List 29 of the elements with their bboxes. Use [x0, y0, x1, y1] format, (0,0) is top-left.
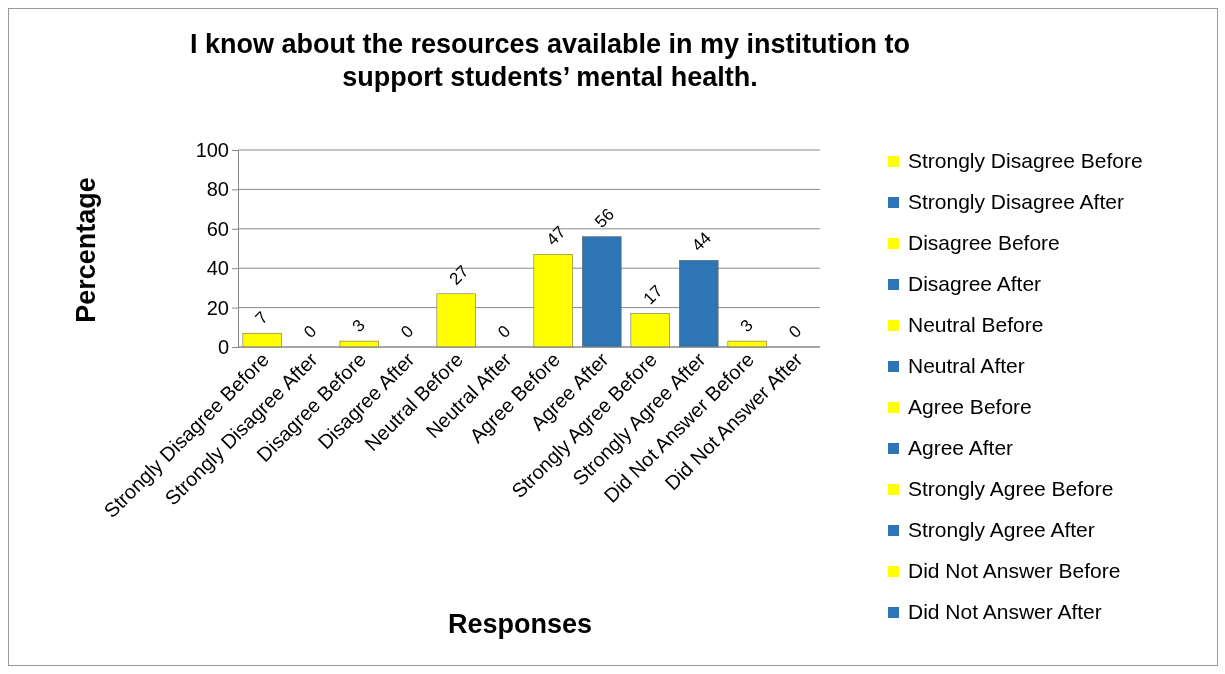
data-label: 44: [688, 228, 715, 256]
legend-label: Disagree After: [908, 272, 1042, 295]
y-tick-label: 80: [206, 178, 229, 201]
data-label: 3: [736, 315, 757, 336]
y-tick-label: 60: [206, 217, 229, 240]
data-label: 7: [251, 307, 272, 329]
data-label: 56: [591, 204, 618, 232]
data-label: 0: [785, 321, 806, 342]
y-tick-label: 20: [206, 296, 229, 319]
data-label: 0: [494, 321, 515, 342]
data-label: 27: [445, 261, 473, 289]
x-axis-title: Responses: [447, 609, 593, 639]
legend-label: Strongly Disagree Before: [908, 149, 1143, 172]
data-label: 3: [348, 315, 369, 336]
legend-label: Did Not Answer Before: [908, 559, 1121, 582]
y-tick-label: 100: [195, 138, 229, 161]
y-tick-label: 0: [217, 335, 229, 358]
y-axis-title: Percentage: [71, 177, 101, 323]
data-label: 47: [542, 222, 570, 250]
data-label: 0: [397, 321, 418, 342]
legend-label: Disagree Before: [908, 231, 1060, 254]
y-tick-label: 40: [206, 257, 229, 280]
legend-label: Strongly Agree After: [908, 518, 1095, 541]
legend-label: Did Not Answer After: [908, 600, 1102, 623]
chart-title: I know about the resources available in my institution to support students’ mental health.: [188, 28, 912, 94]
data-label: 0: [300, 321, 321, 342]
legend-label: Neutral Before: [908, 313, 1044, 336]
legend-label: Strongly Disagree After: [908, 190, 1124, 213]
data-label: 17: [639, 281, 667, 309]
